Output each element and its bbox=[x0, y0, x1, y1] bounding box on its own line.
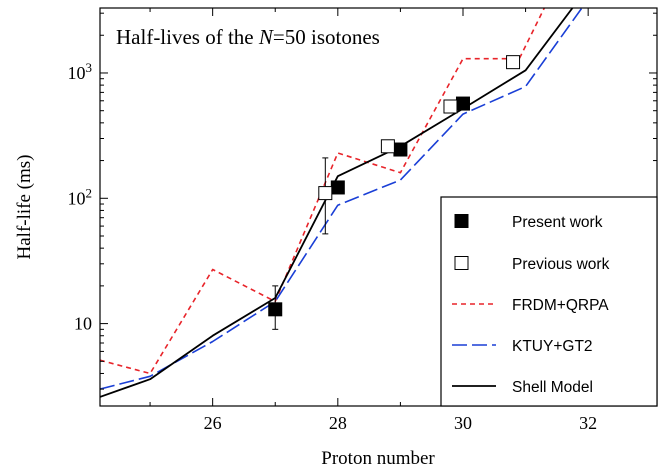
legend-label-frdm-qrpa: FRDM+QRPA bbox=[512, 297, 609, 314]
y-tick-label: 103 bbox=[68, 60, 93, 83]
legend-label-shell-model: Shell Model bbox=[512, 379, 593, 396]
title-prefix: Half-lives of the bbox=[116, 25, 259, 49]
legend: Present work Previous work FRDM+QRPA KTUY+G… bbox=[441, 197, 657, 406]
y-tick-label: 102 bbox=[68, 185, 93, 208]
legend-marker-present-work bbox=[455, 215, 468, 228]
point-present-work bbox=[331, 181, 344, 194]
x-tick-label: 26 bbox=[204, 413, 222, 433]
chart-title: Half-lives of the N=50 isotones bbox=[116, 25, 380, 49]
y-axis-label: Half-life (ms) bbox=[14, 155, 35, 260]
x-axis-label: Proton number bbox=[321, 448, 435, 468]
title-italic-n: N bbox=[258, 25, 274, 49]
y-tick-label: 10 bbox=[74, 314, 92, 334]
x-tick-label: 30 bbox=[454, 413, 472, 433]
legend-label-previous-work: Previous work bbox=[512, 256, 610, 273]
point-present-work bbox=[456, 97, 469, 110]
legend-marker-previous-work bbox=[455, 257, 468, 270]
title-suffix: =50 isotones bbox=[273, 25, 380, 49]
point-previous-work bbox=[319, 187, 332, 200]
point-present-work bbox=[394, 143, 407, 156]
point-previous-work bbox=[381, 140, 394, 153]
point-previous-work bbox=[444, 100, 457, 113]
x-tick-label: 28 bbox=[329, 413, 347, 433]
legend-label-present-work: Present work bbox=[512, 214, 603, 231]
point-present-work bbox=[269, 303, 282, 316]
x-tick-label: 32 bbox=[579, 413, 597, 433]
point-previous-work bbox=[507, 56, 520, 69]
legend-label-ktuy-gt2: KTUY+GT2 bbox=[512, 338, 593, 355]
